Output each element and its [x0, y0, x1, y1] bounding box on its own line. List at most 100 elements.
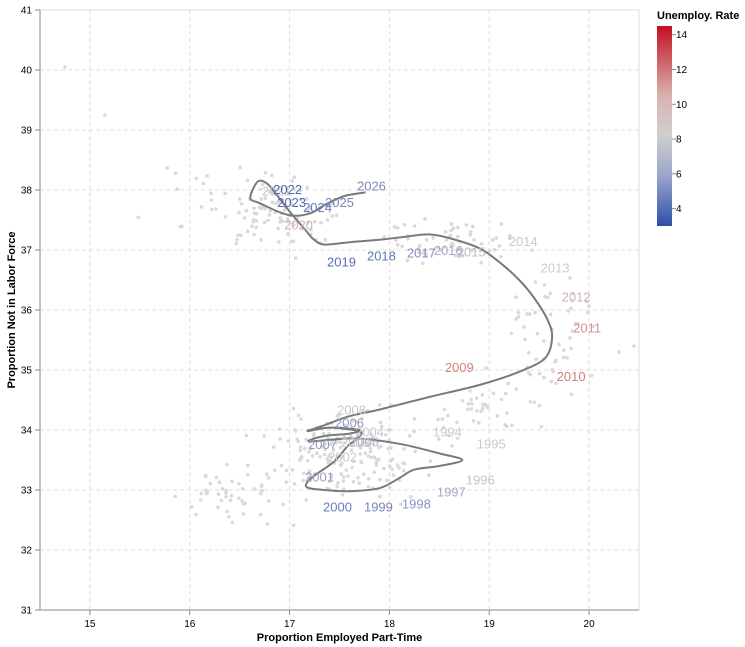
background-point: [309, 227, 313, 232]
background-point: [539, 424, 544, 429]
background-point: [549, 379, 554, 384]
background-point: [585, 310, 590, 315]
x-tick-label: 17: [284, 619, 296, 630]
background-point: [378, 444, 383, 449]
background-point: [494, 236, 499, 240]
background-point: [446, 433, 451, 438]
background-point: [569, 392, 574, 397]
legend-tick-label: 12: [676, 65, 688, 76]
background-point: [276, 226, 280, 231]
background-point: [368, 449, 373, 454]
background-point: [466, 407, 470, 412]
background-point: [267, 213, 272, 217]
background-point: [591, 324, 595, 329]
background-point: [584, 300, 589, 304]
background-point: [561, 355, 566, 360]
background-point: [223, 191, 227, 196]
background-point: [266, 218, 270, 223]
background-point: [63, 65, 67, 69]
background-point: [416, 246, 421, 251]
legend-gradient: [657, 26, 672, 226]
background-point: [225, 509, 230, 514]
background-point: [537, 371, 542, 376]
background-point: [522, 325, 526, 329]
background-point: [369, 432, 373, 437]
background-point: [259, 238, 263, 242]
background-point: [298, 448, 303, 453]
background-point: [238, 165, 243, 170]
background-point: [554, 381, 558, 386]
year-label: 2012: [562, 289, 591, 304]
background-point: [336, 481, 340, 485]
background-point: [534, 357, 538, 362]
background-point: [476, 421, 481, 425]
background-point: [237, 481, 241, 486]
background-point: [268, 208, 272, 213]
background-point: [252, 487, 257, 491]
background-point: [239, 202, 244, 206]
background-point: [528, 399, 533, 404]
background-point: [491, 238, 495, 242]
background-point: [254, 225, 259, 230]
background-point: [214, 475, 219, 480]
background-point: [136, 215, 141, 220]
background-point: [424, 237, 429, 242]
background-point: [455, 225, 460, 230]
background-point: [272, 468, 277, 473]
year-label: 2020: [284, 217, 313, 232]
year-label: 2005: [350, 435, 379, 450]
background-point: [346, 474, 350, 479]
background-point: [204, 473, 208, 478]
background-point: [278, 437, 282, 441]
background-point: [277, 427, 282, 431]
background-point: [421, 261, 425, 266]
background-point: [293, 427, 297, 432]
year-label: 2000: [323, 499, 352, 514]
background-point: [450, 241, 454, 246]
background-point: [209, 191, 213, 196]
background-point: [468, 389, 472, 393]
background-point: [359, 443, 364, 447]
background-point: [412, 224, 417, 228]
y-tick-label: 38: [21, 186, 33, 197]
background-point: [209, 207, 214, 212]
background-point: [244, 433, 249, 438]
background-point: [224, 488, 229, 493]
year-label: 2021: [262, 184, 291, 199]
background-point: [443, 230, 448, 234]
background-point: [238, 233, 243, 238]
background-point: [194, 176, 199, 181]
year-label: 2003: [341, 435, 370, 450]
background-point: [242, 216, 247, 220]
background-point: [216, 505, 220, 509]
background-point: [240, 499, 244, 503]
background-point: [338, 445, 343, 450]
background-point: [286, 439, 291, 443]
background-point: [382, 466, 386, 471]
background-point: [284, 468, 289, 473]
background-point: [330, 214, 334, 218]
background-point: [359, 460, 364, 465]
background-point: [250, 224, 254, 229]
background-point: [442, 245, 447, 249]
plot-area: [39, 9, 640, 611]
background-point: [334, 213, 339, 218]
background-point: [285, 219, 290, 224]
background-point: [259, 484, 264, 489]
background-point: [379, 424, 384, 429]
background-point: [217, 480, 222, 485]
background-point: [569, 306, 573, 311]
background-point: [541, 339, 546, 343]
background-point: [290, 467, 295, 472]
background-point: [504, 424, 509, 429]
background-point: [451, 226, 456, 231]
y-tick-label: 34: [21, 426, 33, 437]
legend-tick-label: 4: [676, 204, 682, 215]
background-point: [464, 223, 469, 227]
background-point: [402, 447, 407, 451]
background-point: [394, 238, 398, 242]
background-point: [315, 451, 319, 455]
background-point: [280, 219, 285, 223]
background-point: [509, 331, 514, 336]
background-point: [566, 309, 571, 313]
